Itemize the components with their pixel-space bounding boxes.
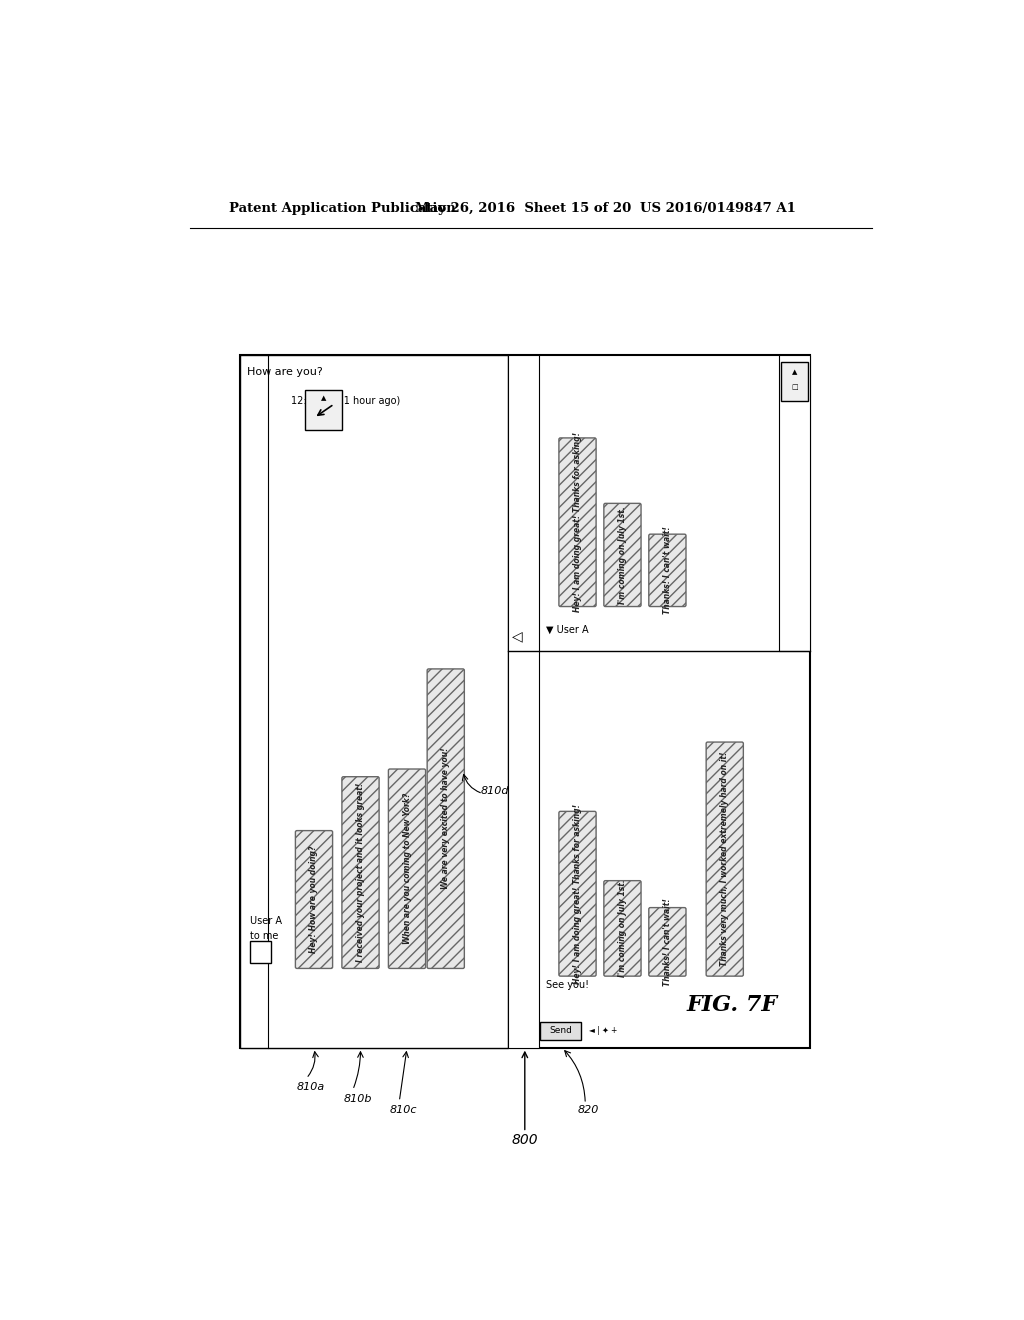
Text: □: □ [792, 384, 798, 391]
Text: 810b: 810b [343, 1094, 372, 1104]
FancyBboxPatch shape [604, 880, 641, 977]
Text: Hey! I am doing great! Thanks for asking!: Hey! I am doing great! Thanks for asking… [573, 804, 582, 983]
Text: ◁: ◁ [512, 628, 522, 643]
Bar [780, 363, 809, 401]
FancyBboxPatch shape [604, 503, 641, 607]
Bar [241, 355, 508, 1048]
Text: I received your project and it looks great!: I received your project and it looks gre… [356, 783, 365, 962]
Text: 810d: 810d [480, 785, 509, 796]
Text: 820: 820 [578, 1105, 599, 1115]
Text: Patent Application Publication: Patent Application Publication [228, 202, 456, 215]
FancyBboxPatch shape [427, 669, 464, 969]
Text: May 26, 2016  Sheet 15 of 20: May 26, 2016 Sheet 15 of 20 [415, 202, 631, 215]
Text: User A: User A [250, 916, 282, 925]
FancyBboxPatch shape [388, 770, 426, 969]
Text: Thanks! I can't wait!: Thanks! I can't wait! [663, 527, 672, 614]
Text: US 2016/0149847 A1: US 2016/0149847 A1 [640, 202, 796, 215]
Bar [779, 355, 810, 651]
FancyBboxPatch shape [707, 742, 743, 977]
Text: How are you?: How are you? [247, 367, 323, 376]
Bar [541, 1022, 581, 1040]
Text: ▲: ▲ [321, 395, 326, 401]
FancyBboxPatch shape [649, 908, 686, 977]
Bar [250, 941, 271, 964]
Bar [241, 355, 810, 1048]
FancyBboxPatch shape [559, 812, 596, 977]
Text: ◄ | ✦ +: ◄ | ✦ + [589, 1027, 617, 1035]
Bar [508, 355, 539, 1048]
Text: ▼ User A: ▼ User A [547, 624, 589, 635]
FancyBboxPatch shape [342, 776, 379, 969]
Text: When are you coming to New York?: When are you coming to New York? [402, 793, 412, 944]
Text: ▲: ▲ [792, 368, 798, 375]
Text: 810a: 810a [297, 1082, 326, 1092]
Text: We are very excited to have you!: We are very excited to have you! [441, 748, 451, 890]
FancyBboxPatch shape [295, 830, 333, 969]
Text: Thanks very much, I worked extremely hard on it!: Thanks very much, I worked extremely har… [720, 752, 729, 966]
Text: Hey! I am doing great! Thanks for asking!: Hey! I am doing great! Thanks for asking… [573, 432, 582, 612]
Text: FIG. 7F: FIG. 7F [687, 994, 778, 1016]
Text: Send: Send [549, 1027, 571, 1035]
Text: See you!: See you! [547, 979, 590, 990]
Text: 800: 800 [511, 1133, 539, 1147]
Bar [305, 391, 342, 430]
Text: Thanks! I can't wait!: Thanks! I can't wait! [663, 898, 672, 986]
FancyBboxPatch shape [559, 438, 596, 607]
Text: to me: to me [250, 931, 279, 941]
FancyBboxPatch shape [649, 535, 686, 607]
Text: I'm coming on July 1st.: I'm coming on July 1st. [617, 879, 627, 977]
Text: I'm coming on July 1st.: I'm coming on July 1st. [617, 506, 627, 603]
Text: Hey! How are you doing?: Hey! How are you doing? [309, 846, 318, 953]
Text: 810c: 810c [390, 1105, 418, 1115]
Text: 12:57 PM (1 hour ago): 12:57 PM (1 hour ago) [291, 396, 400, 407]
